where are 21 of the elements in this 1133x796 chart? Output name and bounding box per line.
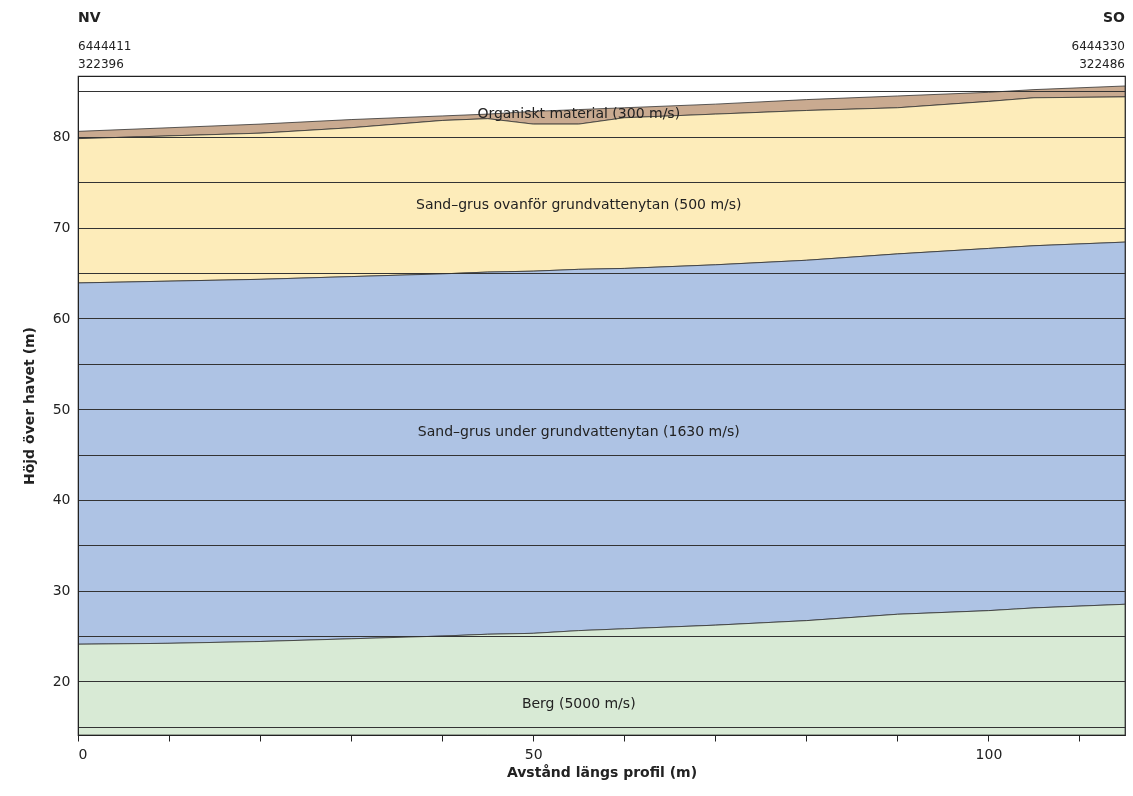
text: 6444411 — [78, 39, 132, 53]
y-tick-label: 40 — [52, 491, 71, 508]
x-tick-label: 0 — [78, 745, 88, 762]
x-axis-title: Avstånd längs profil (m) — [506, 763, 698, 780]
y-tick-label: 20 — [52, 672, 71, 689]
y-tick-label: 60 — [52, 309, 71, 326]
series-label: Berg (5000 m/s) — [521, 695, 636, 712]
series-label: Sand–grus ovanför grundvattenytan (500 m/s) — [415, 195, 742, 212]
x-tick-label: 50 — [524, 745, 543, 762]
series-label: Sand–grus under grundvattenytan (1630 m/s) — [417, 422, 740, 439]
text: 322486 — [1079, 57, 1125, 71]
text: SO — [1103, 9, 1126, 25]
y-axis-title: Höjd över havet (m) — [20, 326, 37, 486]
y-tick-label: 50 — [52, 400, 71, 417]
text: NV — [78, 9, 101, 25]
y-tick-label: 70 — [52, 219, 71, 236]
text: 6444330 — [1071, 39, 1125, 53]
x-tick-label: 100 — [975, 745, 1003, 762]
y-tick-label: 30 — [52, 582, 71, 599]
y-tick-label: 80 — [52, 128, 71, 145]
text: 322396 — [78, 57, 124, 71]
